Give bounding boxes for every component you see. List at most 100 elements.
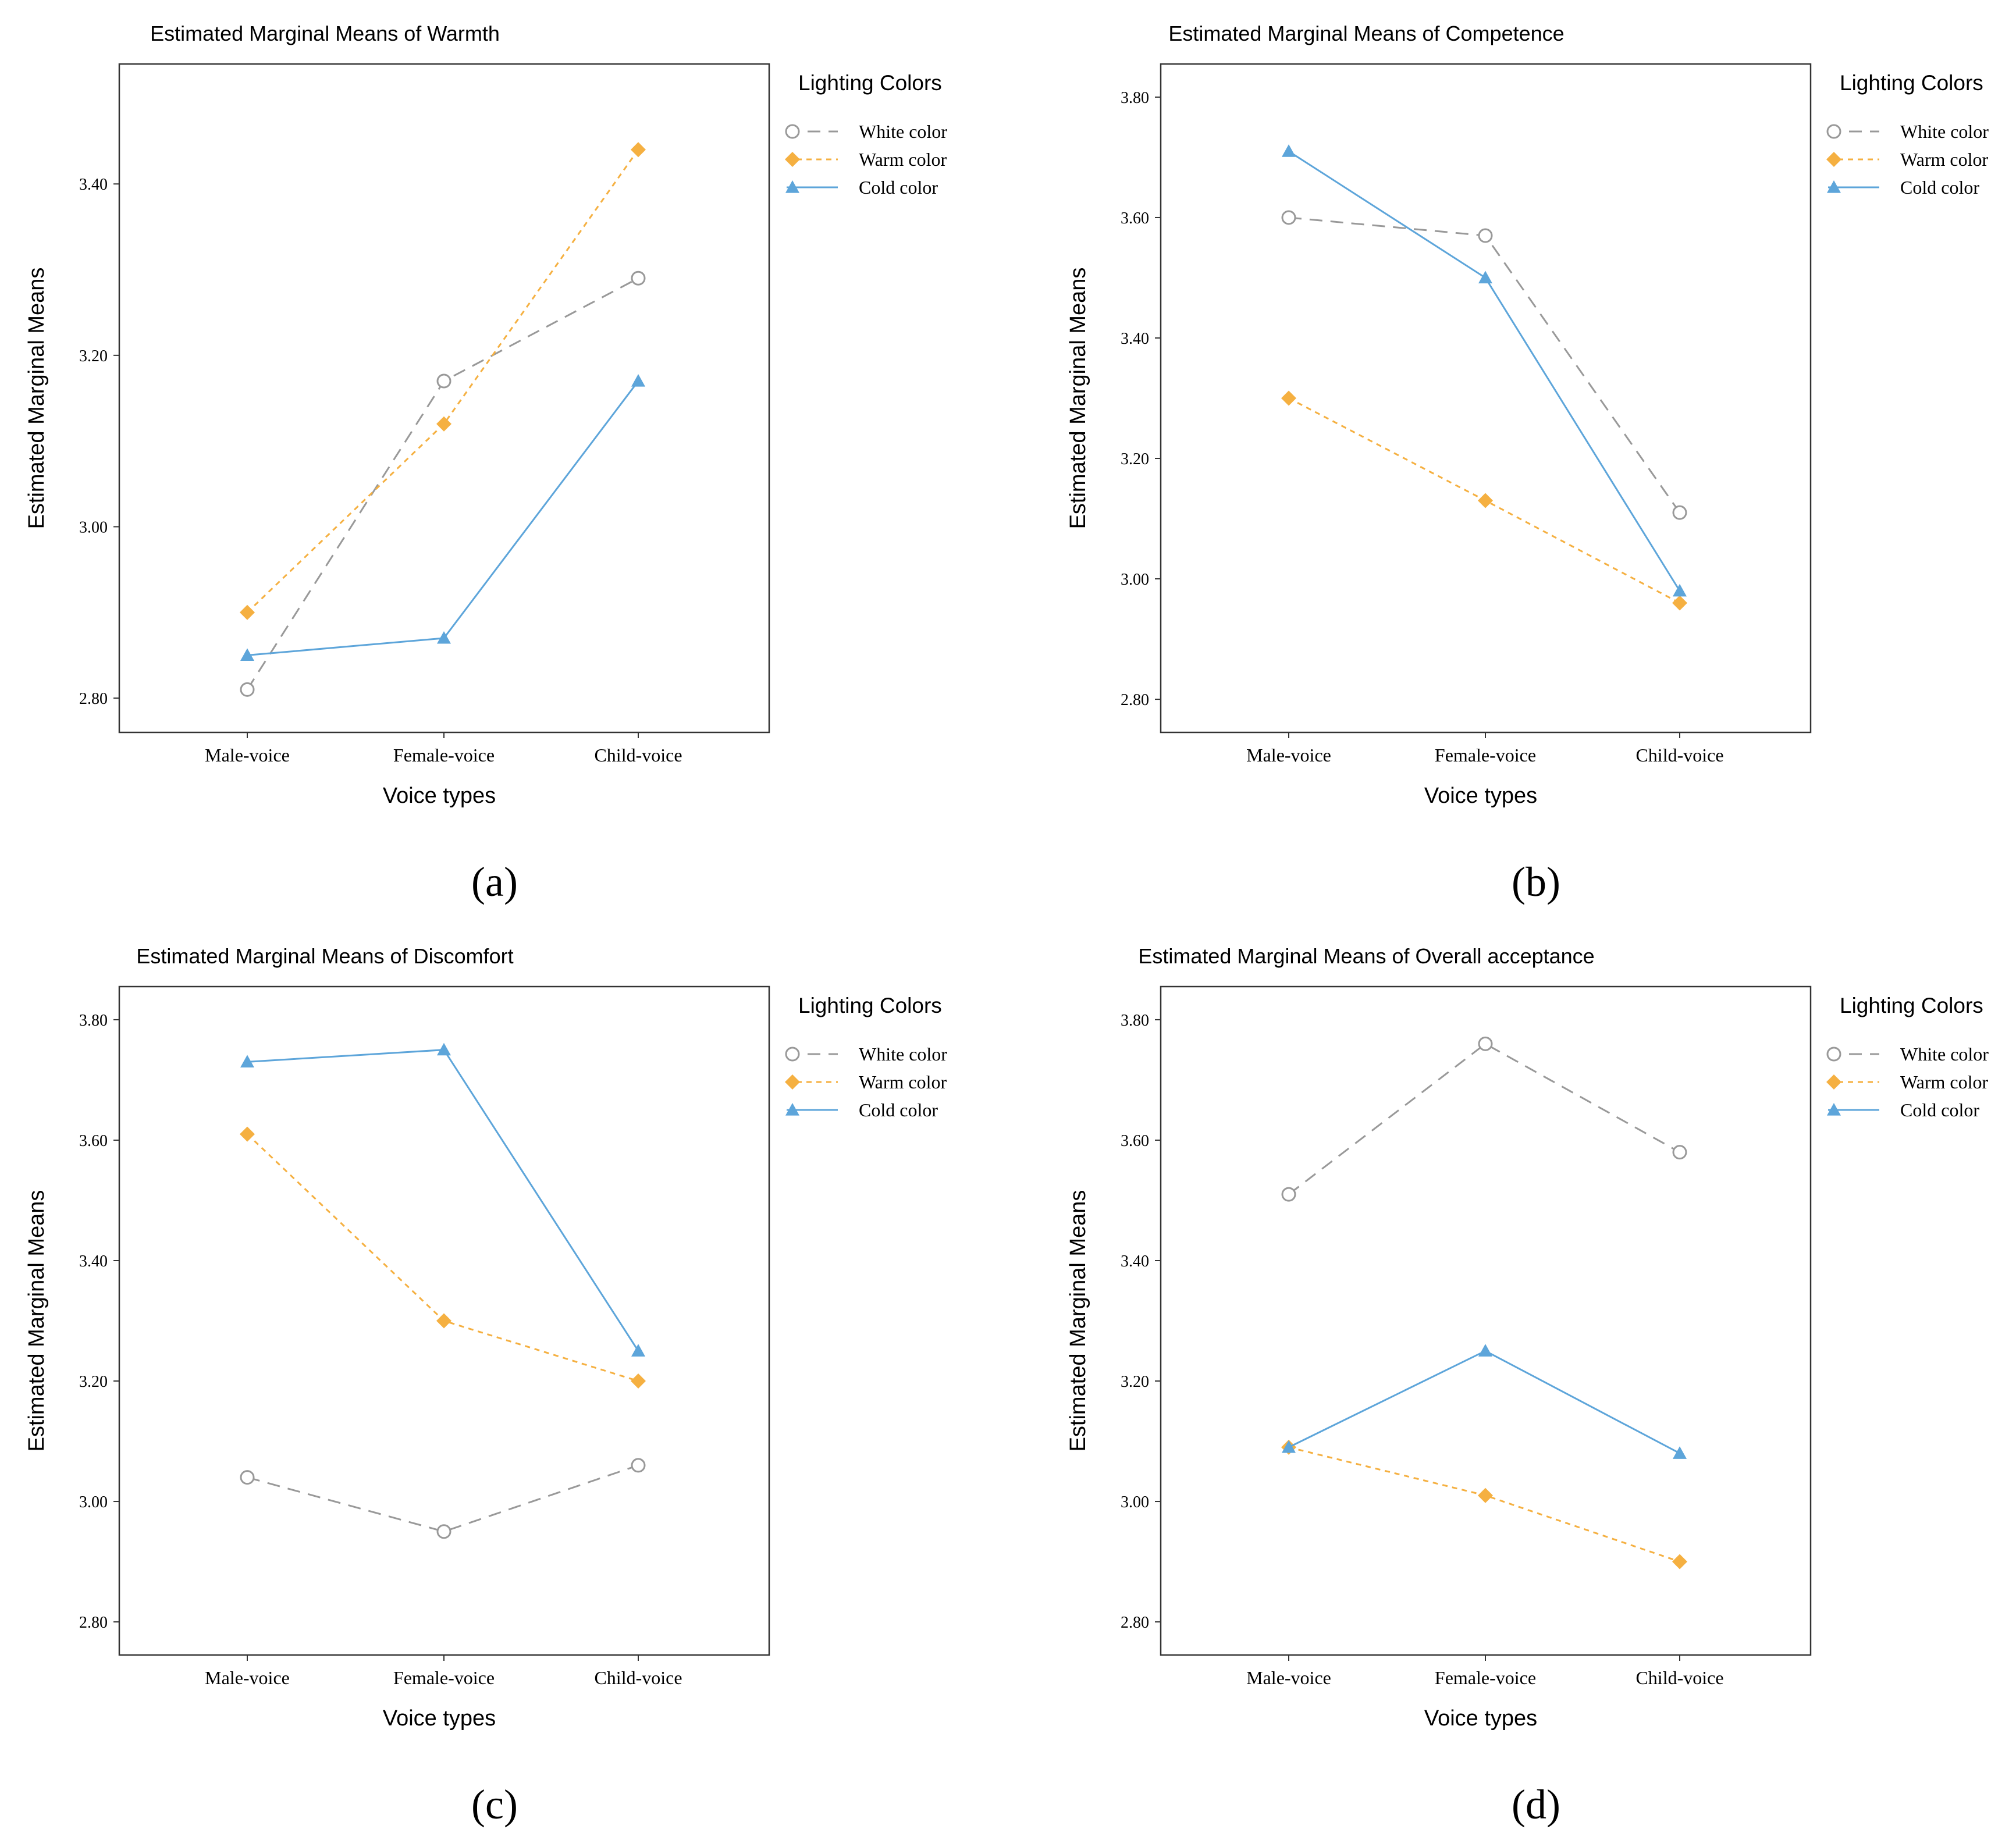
- legend: Lighting Colors White color Warm color Cold…: [1826, 994, 1989, 1120]
- y-tick-label: 2.80: [1121, 1614, 1149, 1632]
- series-line: [1288, 1042, 1680, 1195]
- plot-frame: [1160, 63, 1812, 734]
- x-tick-label: Male-voice: [1246, 1667, 1331, 1688]
- data-point: [436, 1524, 451, 1539]
- x-axis-title: Voice types: [383, 1706, 496, 1731]
- chart-panel-4: Estimated Marginal Means of Overall acce…: [1066, 944, 1989, 1828]
- legend-label: Cold color: [1900, 177, 1979, 198]
- y-tick-label: 3.20: [1121, 450, 1149, 468]
- data-point: [436, 1313, 451, 1329]
- data-point: [1281, 390, 1296, 406]
- series-line: [247, 1049, 639, 1352]
- x-axis-title: Voice types: [1424, 1706, 1537, 1731]
- x-tick-label: Child-voice: [594, 745, 682, 766]
- legend: Lighting Colors White color Warm color Cold…: [785, 71, 947, 198]
- y-tick-label: 2.80: [79, 1614, 108, 1632]
- data-point: [436, 373, 451, 389]
- data-point: [240, 1126, 255, 1142]
- data-point: [631, 142, 646, 158]
- legend-swatch-marker: [1826, 1074, 1841, 1090]
- data-point: [437, 631, 451, 644]
- x-tick-label: Child-voice: [594, 1667, 682, 1688]
- y-tick-label: 3.60: [1121, 1132, 1149, 1150]
- legend-title: Lighting Colors: [798, 994, 942, 1017]
- data-point: [1281, 1187, 1296, 1202]
- y-tick-label: 3.60: [1121, 209, 1149, 227]
- data-point: [240, 604, 255, 620]
- y-tick-label: 3.00: [79, 1493, 108, 1511]
- data-point: [1672, 505, 1687, 520]
- legend: Lighting Colors White color Warm color Cold…: [1826, 71, 1989, 198]
- y-tick-label: 3.40: [79, 176, 108, 194]
- y-tick-label: 3.00: [79, 518, 108, 536]
- legend-title: Lighting Colors: [1840, 994, 1983, 1017]
- data-point: [240, 1055, 254, 1067]
- y-tick-label: 3.80: [79, 1012, 108, 1030]
- chart-panel-3: Estimated Marginal Means of Discomfort 2.…: [24, 944, 947, 1828]
- legend-swatch-marker: [785, 1103, 799, 1116]
- y-tick-label: 3.20: [1121, 1373, 1149, 1391]
- x-tick-label: Child-voice: [1635, 745, 1723, 766]
- series-line: [1288, 150, 1681, 592]
- x-tick-label: Female-voice: [393, 745, 495, 766]
- data-point: [437, 1042, 451, 1056]
- legend-label: Cold color: [859, 177, 938, 198]
- x-tick-label: Female-voice: [1435, 1667, 1536, 1688]
- chart-title: Estimated Marginal Means of Discomfort: [136, 944, 513, 968]
- legend-swatch-marker: [785, 152, 800, 167]
- y-tick-label: 2.80: [79, 690, 108, 708]
- y-tick-label: 3.00: [1121, 1493, 1149, 1511]
- legend-swatch-marker: [785, 180, 799, 193]
- y-tick-label: 3.40: [1121, 330, 1149, 348]
- data-point: [1672, 595, 1687, 611]
- y-axis-title: Estimated Marginal Means: [1066, 268, 1090, 529]
- y-axis-title: Estimated Marginal Means: [1066, 1190, 1090, 1452]
- y-tick-label: 2.80: [1121, 691, 1149, 709]
- panel-label: (d): [1512, 1781, 1560, 1828]
- data-point: [1673, 1446, 1687, 1459]
- plot-frame: [1160, 985, 1812, 1656]
- y-tick-label: 3.40: [1121, 1252, 1149, 1270]
- legend-label: White color: [1900, 1044, 1989, 1065]
- panel-label: (b): [1512, 859, 1560, 905]
- legend-swatch-marker: [1826, 1047, 1841, 1062]
- data-point: [436, 416, 451, 432]
- legend-swatch-marker: [1826, 152, 1841, 167]
- x-tick-label: Child-voice: [1635, 1667, 1723, 1688]
- legend-title: Lighting Colors: [1840, 71, 1983, 95]
- legend: Lighting Colors White color Warm color Cold…: [785, 994, 947, 1120]
- series-line: [246, 1133, 639, 1382]
- data-point: [631, 374, 645, 387]
- data-point: [1672, 1554, 1687, 1569]
- data-point: [1478, 1487, 1493, 1503]
- legend-swatch-marker: [785, 1047, 800, 1062]
- y-tick-label: 3.60: [79, 1132, 108, 1150]
- legend-label: Warm color: [859, 1072, 947, 1092]
- legend-title: Lighting Colors: [798, 71, 942, 95]
- y-tick-label: 3.00: [1121, 571, 1149, 589]
- chart-panel-1: Estimated Marginal Means of Warmth 2.80 3.…: [24, 22, 947, 905]
- series-line: [1288, 1446, 1680, 1563]
- panel-label: (c): [471, 1781, 518, 1828]
- legend-label: White color: [859, 1044, 947, 1065]
- data-point: [631, 271, 646, 286]
- legend-swatch-marker: [785, 1074, 800, 1090]
- data-point: [1478, 228, 1493, 243]
- panel-label: (a): [471, 859, 518, 905]
- chart-title: Estimated Marginal Means of Overall acce…: [1138, 944, 1594, 968]
- data-point: [1478, 493, 1493, 508]
- data-point: [1281, 210, 1296, 225]
- x-axis-title: Voice types: [1424, 784, 1537, 808]
- data-point: [631, 1458, 646, 1473]
- x-tick-label: Male-voice: [205, 745, 290, 766]
- y-tick-label: 3.80: [1121, 1012, 1149, 1030]
- series-line: [246, 277, 639, 691]
- legend-label: Warm color: [859, 149, 947, 170]
- y-tick-label: 3.40: [79, 1252, 108, 1270]
- series-line: [1288, 1350, 1680, 1454]
- data-point: [1478, 1036, 1493, 1051]
- x-tick-label: Male-voice: [205, 1667, 290, 1688]
- legend-swatch-marker: [1827, 180, 1841, 193]
- legend-label: White color: [1900, 121, 1989, 142]
